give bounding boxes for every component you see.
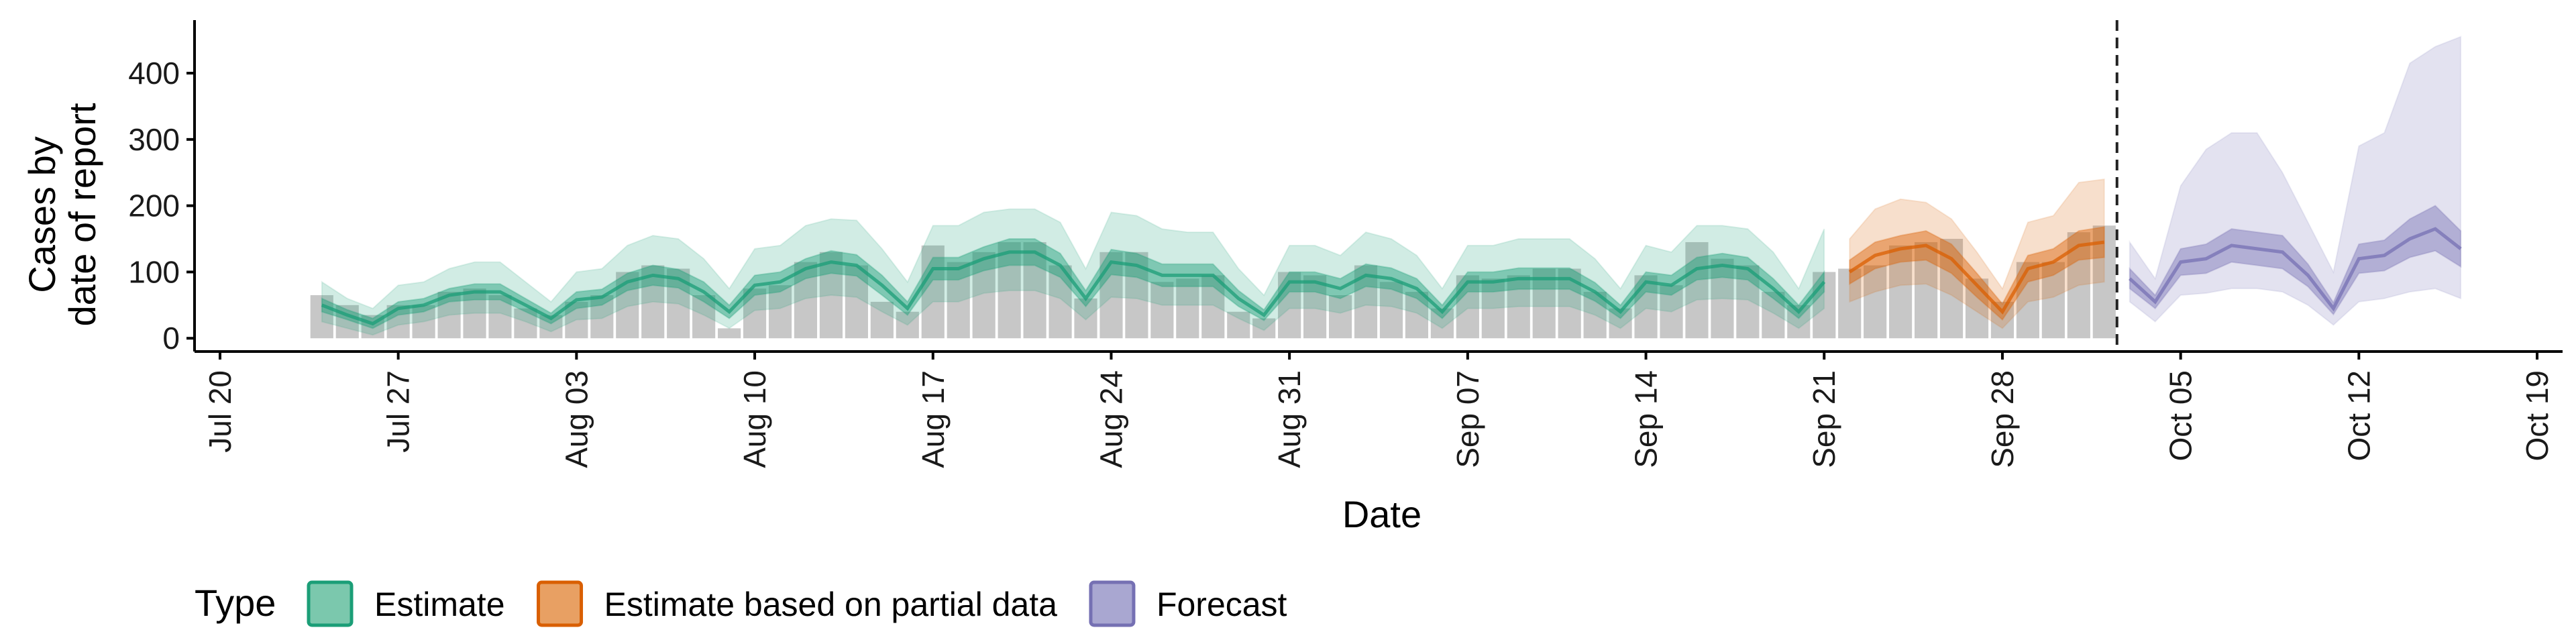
reported-cases-bar: [412, 305, 435, 339]
reported-cases-bar: [1864, 265, 1887, 339]
forecast-band-20: [2129, 205, 2462, 316]
partial-estimate-band-90: [1849, 178, 2105, 329]
reported-cases-bar: [768, 285, 792, 339]
reported-cases-bar: [1379, 282, 1403, 339]
reported-cases-bar: [386, 305, 410, 339]
partial-estimate-band-20: [1849, 226, 2105, 321]
reported-cases-bar: [1456, 275, 1479, 339]
reported-cases-bar: [1099, 252, 1123, 339]
forecast-median-line: [2129, 227, 2462, 312]
legend-swatch: [307, 580, 354, 627]
y-axis-title: Cases by date of report: [21, 103, 103, 327]
legend-label: Estimate based on partial data: [604, 586, 1058, 623]
reported-cases-bar: [1328, 295, 1352, 339]
partial-estimate-median-line: [1848, 240, 2105, 315]
x-tick-label: Aug 10: [737, 370, 772, 468]
reported-cases-bar: [743, 288, 767, 339]
x-axis-title: Date: [1342, 493, 1421, 535]
reported-cases-bar: [1481, 278, 1505, 339]
x-tick-label: Oct 12: [2341, 370, 2376, 462]
legend: Type Estimate Estimate based on partial da…: [195, 580, 1287, 627]
reported-cases-bar: [565, 301, 588, 339]
x-tick-label: Sep 07: [1450, 370, 1485, 468]
reported-cases-bar: [1736, 265, 1760, 339]
reported-cases-bar: [921, 245, 945, 339]
reported-cases-bar: [1965, 278, 1989, 339]
x-tick-label: Sep 28: [1985, 370, 2020, 468]
x-tick-label: Aug 17: [916, 370, 951, 468]
legend-title: Type: [195, 582, 276, 624]
reported-cases-bar: [845, 265, 868, 339]
reported-cases-bar: [972, 252, 996, 339]
reported-cases-bar: [998, 241, 1021, 339]
reported-cases-bar: [1838, 268, 1862, 339]
reported-cases-bar: [1176, 278, 1199, 339]
reported-cases-bar: [794, 262, 818, 339]
x-tick-label: Oct 19: [2520, 370, 2555, 462]
reported-cases-bar: [1023, 241, 1046, 339]
x-tick-label: Jul 27: [381, 370, 416, 453]
x-tick-label: Aug 31: [1272, 370, 1307, 468]
reported-cases-bar: [718, 328, 741, 339]
reported-cases-bar: [1201, 275, 1225, 339]
axes: 0 100 200 300 400 Jul 20 Jul 27 Aug 03 Aug 10 Aug…: [128, 20, 2563, 468]
legend-swatch: [537, 580, 584, 627]
reported-cases-bar: [1150, 282, 1174, 339]
reported-cases-bar: [590, 295, 614, 339]
reported-cases-bar: [1507, 275, 1530, 339]
reported-cases-bar: [1227, 311, 1250, 339]
reported-cases-bar: [1252, 318, 1276, 339]
reported-cases-bar: [1889, 245, 1913, 339]
reported-cases-bar: [1685, 241, 1709, 339]
y-axis-title-line-1: Cases by: [21, 136, 63, 292]
x-tick-label: Oct 05: [2163, 370, 2198, 462]
y-tick-label: 200: [128, 189, 180, 223]
reported-cases-bar: [896, 311, 919, 339]
reported-cases-bar: [1074, 298, 1097, 339]
reported-cases-bars: [310, 225, 2116, 339]
reported-cases-bar: [1303, 275, 1327, 339]
reported-cases-bar: [1762, 292, 1785, 339]
estimate-median-line: [321, 250, 1826, 326]
reported-cases-bar: [514, 308, 537, 339]
legend-label: Estimate: [374, 586, 505, 623]
reported-cases-bar: [488, 295, 512, 339]
x-tick-label: Aug 24: [1093, 370, 1128, 468]
reported-cases-bar: [2041, 262, 2065, 339]
y-tick-label: 400: [128, 56, 180, 91]
y-axis-title-line-2: date of report: [61, 103, 103, 327]
y-tick-label: 100: [128, 254, 180, 289]
reported-cases-bar: [463, 288, 486, 339]
y-tick-label: 0: [162, 321, 180, 356]
reported-cases-bar: [870, 301, 894, 339]
x-tick-label: Sep 21: [1807, 370, 1841, 468]
reported-cases-bar: [1634, 275, 1658, 339]
legend-label: Forecast: [1157, 586, 1287, 623]
legend-swatch: [1089, 580, 1136, 627]
reported-cases-bar: [2016, 262, 2039, 339]
reported-cases-bar: [1405, 292, 1429, 339]
reported-cases-bar: [1990, 301, 2015, 339]
x-tick-label: Jul 20: [203, 370, 237, 453]
estimate-bands: [321, 36, 2462, 336]
x-tick-label: Aug 03: [559, 370, 594, 468]
reported-cases-bar: [310, 295, 333, 339]
reported-cases-bar: [1711, 258, 1734, 339]
reported-cases-bar: [692, 295, 716, 339]
reported-cases-bar: [1660, 285, 1683, 339]
forecast-band-90: [2129, 36, 2462, 326]
reported-cases-bar: [819, 252, 843, 339]
y-tick-label: 300: [128, 122, 180, 157]
reported-cases-bar: [1914, 241, 1938, 339]
reported-cases-bar: [947, 262, 970, 339]
x-tick-label: Sep 14: [1629, 370, 1664, 468]
